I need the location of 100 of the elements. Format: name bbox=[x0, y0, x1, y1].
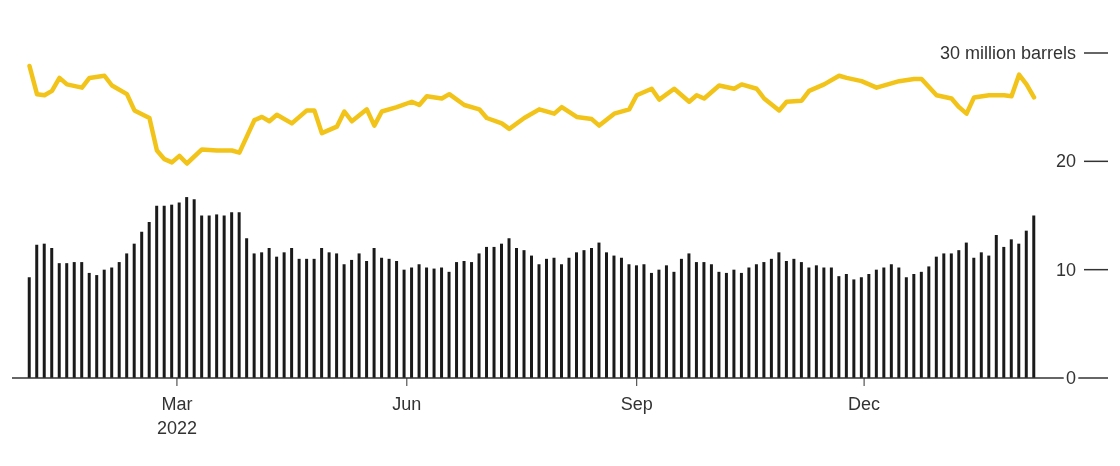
bar bbox=[889, 264, 893, 378]
bar bbox=[27, 277, 31, 378]
bar bbox=[919, 271, 923, 378]
bar bbox=[185, 197, 189, 378]
bar bbox=[357, 253, 361, 378]
bar bbox=[739, 272, 743, 378]
bar bbox=[372, 248, 376, 378]
bar bbox=[57, 263, 61, 378]
bar bbox=[837, 276, 841, 378]
bar bbox=[387, 258, 391, 378]
bar bbox=[312, 258, 316, 378]
bar bbox=[215, 214, 219, 378]
bar bbox=[252, 253, 256, 378]
bar bbox=[35, 244, 39, 378]
bar bbox=[50, 248, 54, 378]
bar bbox=[754, 264, 758, 378]
bar bbox=[237, 212, 241, 378]
bar bbox=[844, 274, 848, 378]
bar bbox=[762, 262, 766, 378]
bar bbox=[597, 242, 601, 378]
x-tick-label: Dec bbox=[848, 394, 881, 414]
bar bbox=[792, 258, 796, 378]
bar bbox=[125, 253, 129, 378]
bar bbox=[522, 250, 526, 378]
bar bbox=[867, 274, 871, 378]
bar bbox=[530, 255, 534, 378]
bar bbox=[657, 269, 661, 378]
bar bbox=[679, 258, 683, 378]
bar bbox=[1009, 239, 1013, 378]
bar bbox=[470, 262, 474, 378]
bar bbox=[709, 264, 713, 378]
bar bbox=[874, 269, 878, 378]
bar bbox=[192, 199, 196, 378]
bar bbox=[282, 252, 286, 378]
bar bbox=[492, 246, 496, 378]
bar bbox=[784, 261, 788, 378]
bar bbox=[177, 202, 181, 378]
bar bbox=[395, 261, 399, 378]
bar bbox=[462, 261, 466, 378]
bar bbox=[777, 252, 781, 378]
bar bbox=[335, 253, 339, 378]
bar bbox=[500, 243, 504, 378]
bar bbox=[687, 253, 691, 378]
bar bbox=[72, 262, 76, 378]
bar bbox=[612, 255, 616, 378]
bar bbox=[275, 256, 279, 378]
bar bbox=[979, 252, 983, 378]
bar bbox=[417, 264, 421, 378]
bar bbox=[949, 253, 953, 378]
bar bbox=[897, 267, 901, 378]
bar bbox=[552, 257, 556, 378]
bar bbox=[904, 277, 908, 378]
bar bbox=[702, 262, 706, 378]
bar bbox=[485, 246, 489, 378]
bar bbox=[342, 264, 346, 378]
bar bbox=[649, 272, 653, 378]
bar bbox=[1017, 243, 1021, 378]
bar bbox=[222, 215, 226, 378]
bar bbox=[882, 267, 886, 378]
bar bbox=[807, 267, 811, 378]
bar bbox=[814, 265, 818, 378]
bar bbox=[567, 257, 571, 378]
bar bbox=[260, 252, 264, 378]
bar bbox=[672, 271, 676, 378]
bar bbox=[927, 266, 931, 378]
bar bbox=[87, 272, 91, 378]
bar bbox=[95, 275, 99, 378]
bar bbox=[619, 257, 623, 378]
bar bbox=[327, 252, 331, 378]
bar bbox=[859, 277, 863, 378]
bar bbox=[425, 267, 429, 378]
bar bbox=[455, 262, 459, 378]
bar bbox=[724, 272, 728, 378]
bar bbox=[447, 271, 451, 378]
bar bbox=[604, 252, 608, 378]
bar bbox=[822, 267, 826, 378]
bar bbox=[642, 264, 646, 378]
bar bbox=[747, 267, 751, 378]
bar bbox=[829, 267, 833, 378]
bar bbox=[942, 253, 946, 378]
bar bbox=[1002, 246, 1006, 378]
bar bbox=[132, 243, 136, 378]
y-tick-label: 30 million barrels bbox=[939, 43, 1076, 63]
bar bbox=[732, 269, 736, 378]
bar bbox=[912, 274, 916, 378]
bar bbox=[717, 271, 721, 378]
bar bbox=[1024, 230, 1028, 378]
bar bbox=[140, 231, 144, 378]
bar bbox=[934, 256, 938, 378]
bar bbox=[162, 205, 166, 378]
bar bbox=[627, 264, 631, 378]
bar bbox=[634, 265, 638, 378]
bar bbox=[42, 243, 46, 378]
bar bbox=[290, 248, 294, 378]
bar bbox=[207, 215, 211, 378]
bar bbox=[589, 248, 593, 378]
bar bbox=[102, 269, 106, 378]
bar bbox=[987, 255, 991, 378]
bar bbox=[560, 264, 563, 378]
bar bbox=[350, 259, 354, 378]
